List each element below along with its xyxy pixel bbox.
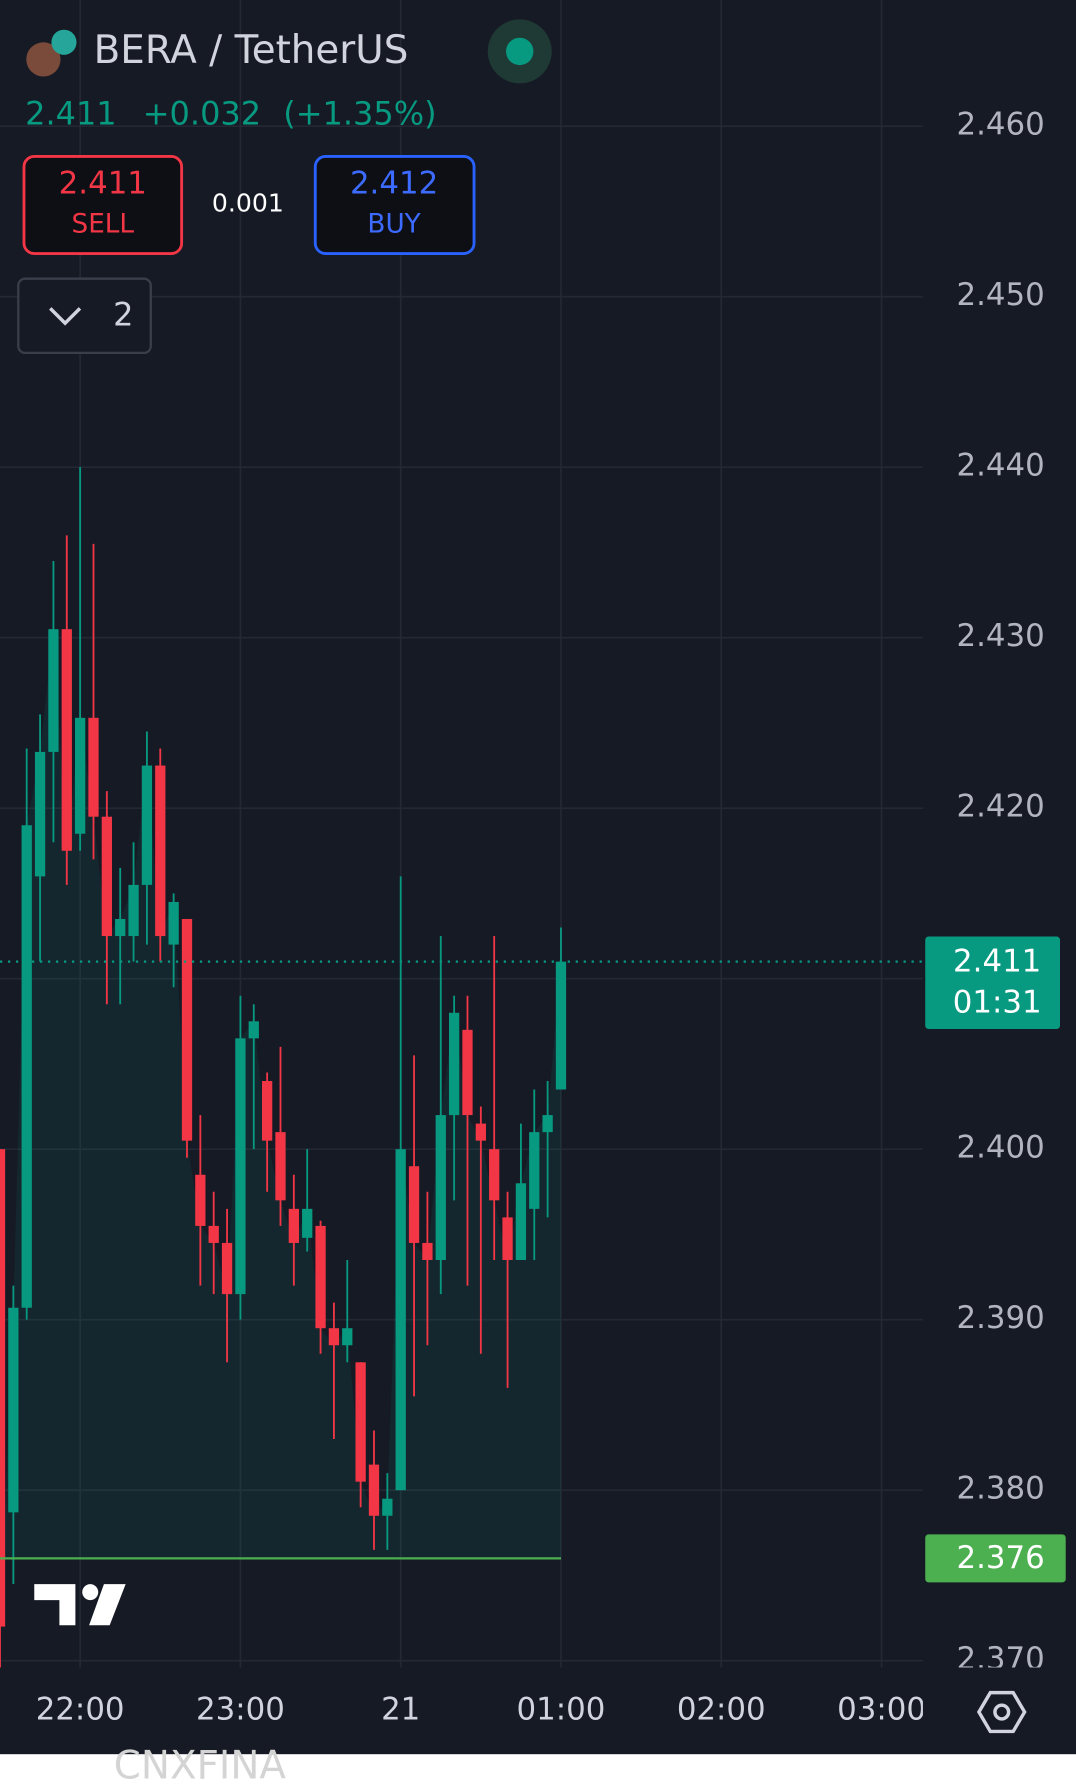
y-tick-label: 2.440 [956, 448, 1044, 484]
candle-body [141, 765, 153, 885]
candle-body [462, 1029, 473, 1116]
change-pct: (+1.35%) [283, 94, 436, 132]
candle-body [489, 1149, 500, 1201]
candle-body [542, 1115, 553, 1133]
candle-body [368, 1464, 380, 1516]
logo-v [89, 1584, 126, 1626]
close-area [0, 629, 561, 1627]
candle-body [302, 1208, 313, 1238]
tether-icon [51, 29, 77, 55]
background [0, 0, 1076, 1755]
candle-body [0, 1149, 6, 1627]
indicator-toggle[interactable] [17, 277, 152, 355]
x-tick-label: 23:00 [196, 1691, 285, 1727]
candle-body [168, 901, 179, 945]
candle-body [275, 1132, 286, 1201]
countdown: 01:31 [953, 984, 1042, 1020]
candle-body [315, 1225, 326, 1329]
footer [0, 1754, 1076, 1792]
logo-t [34, 1584, 76, 1626]
price: 2.411 [25, 94, 117, 132]
settings-circle [993, 1703, 1011, 1721]
candle-body [555, 961, 567, 1090]
low-badge [925, 1534, 1066, 1583]
y-tick-label: 2.390 [956, 1300, 1044, 1336]
candle-body [74, 717, 86, 834]
candle-body [21, 825, 32, 1308]
y-tick-label: 2.400 [956, 1130, 1044, 1166]
candle-body [382, 1498, 393, 1516]
symbol[interactable]: BERA / TetherUS [94, 28, 409, 73]
y-tick-label: 2.420 [956, 789, 1044, 825]
settings-button[interactable] [976, 1690, 1027, 1734]
candle-body [515, 1183, 527, 1261]
buy-label: BUY [367, 210, 421, 240]
candle-body [8, 1307, 19, 1513]
sell-label: SELL [72, 210, 135, 240]
watermark: CNXFINA [114, 1744, 287, 1789]
tv-logo [34, 1584, 126, 1626]
candle-body [208, 1225, 219, 1243]
last-price-badge [925, 936, 1061, 1030]
candle-body [115, 919, 126, 937]
candle-body [195, 1174, 206, 1226]
y-tick-label: 2.370 [956, 1641, 1044, 1677]
candle-body [248, 1021, 259, 1039]
x-tick-label: 22:00 [36, 1691, 125, 1727]
candle-body [342, 1328, 353, 1346]
x-tick-label: 02:00 [677, 1691, 766, 1727]
sell-price: 2.411 [59, 166, 147, 202]
x-tick-label: 21 [381, 1691, 420, 1727]
candle-body [101, 816, 112, 937]
spread: 0.001 [212, 188, 284, 217]
candle-body [328, 1328, 340, 1346]
buy-price: 2.412 [350, 166, 438, 202]
candle-body [422, 1242, 433, 1261]
x-tick-label: 01:00 [517, 1691, 606, 1727]
candle-body [288, 1208, 299, 1243]
indicator-count: 2 [113, 295, 133, 333]
low-label: 2.376 [956, 1540, 1044, 1576]
candle-body [48, 629, 59, 752]
y-tick-label: 2.450 [956, 277, 1044, 313]
sell-button[interactable] [22, 155, 184, 255]
candle-body [221, 1242, 233, 1295]
y-tick-label: 2.430 [956, 618, 1044, 654]
candle-body [529, 1132, 540, 1209]
y-tick-label: 2.380 [956, 1471, 1044, 1507]
candle-body [448, 1012, 460, 1116]
last-price-label: 2.411 [953, 943, 1041, 979]
x-tick-label: 03:00 [837, 1691, 926, 1727]
logo-dot [82, 1584, 99, 1601]
candle-body [475, 1123, 486, 1141]
change: +0.032 [143, 94, 261, 132]
settings-hex [976, 1690, 1027, 1734]
candle-body [181, 919, 193, 1141]
candle-body [128, 884, 139, 937]
buy-button[interactable] [313, 155, 476, 255]
candle-body [408, 1166, 420, 1243]
candle-body [155, 765, 166, 937]
candle-body [235, 1038, 246, 1295]
candle-body [502, 1217, 513, 1261]
candle-body [88, 717, 99, 817]
candle-body [34, 751, 46, 877]
candle-body [435, 1115, 446, 1261]
symbol-icon [26, 42, 61, 77]
candle-body [355, 1362, 366, 1482]
candle-body [261, 1080, 273, 1141]
candle-body [61, 629, 72, 851]
chevron-icon [49, 307, 82, 326]
status-dot [506, 37, 534, 66]
candle-body [395, 1149, 406, 1491]
y-tick-label: 2.460 [956, 107, 1044, 143]
